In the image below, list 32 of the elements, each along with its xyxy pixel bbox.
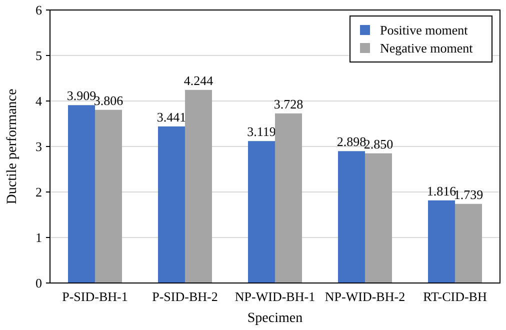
text: 1.816	[426, 183, 456, 198]
x-tick-label: NP-WID-BH-2	[324, 289, 406, 304]
y-axis-title: Ductile performance	[5, 88, 20, 204]
bar	[248, 141, 275, 283]
x-tick-label: P-SID-BH-1	[62, 289, 128, 304]
y-tick-label: 2	[36, 184, 42, 200]
y-tick-label: 0	[36, 276, 42, 291]
text: 3.728	[274, 96, 304, 112]
x-axis-title: Specimen	[247, 311, 303, 326]
x-tick-label: RT-CID-BH	[423, 289, 487, 304]
bar	[275, 113, 302, 283]
bar	[338, 151, 365, 283]
bar	[365, 153, 392, 283]
bar	[428, 200, 455, 283]
legend-label: Positive moment	[380, 22, 468, 38]
bar	[68, 105, 95, 283]
text: 4.244	[184, 72, 214, 88]
x-tick-label: P-SID-BH-2	[152, 289, 218, 304]
y-tick-label: 5	[36, 48, 42, 64]
y-tick-label: 1	[36, 230, 42, 246]
bar	[158, 126, 185, 283]
text: 3.909	[66, 88, 96, 104]
text: 3.441	[156, 109, 186, 124]
bar	[185, 90, 212, 283]
y-tick-label: 4	[36, 94, 42, 109]
y-tick-label: 3	[36, 139, 42, 154]
x-tick-label: NP-WID-BH-1	[234, 289, 316, 304]
bar	[455, 204, 482, 283]
text: 3.119	[247, 124, 276, 140]
bar	[95, 110, 122, 283]
y-tick-label: 6	[36, 2, 42, 18]
legend-label: Negative moment	[380, 40, 474, 56]
